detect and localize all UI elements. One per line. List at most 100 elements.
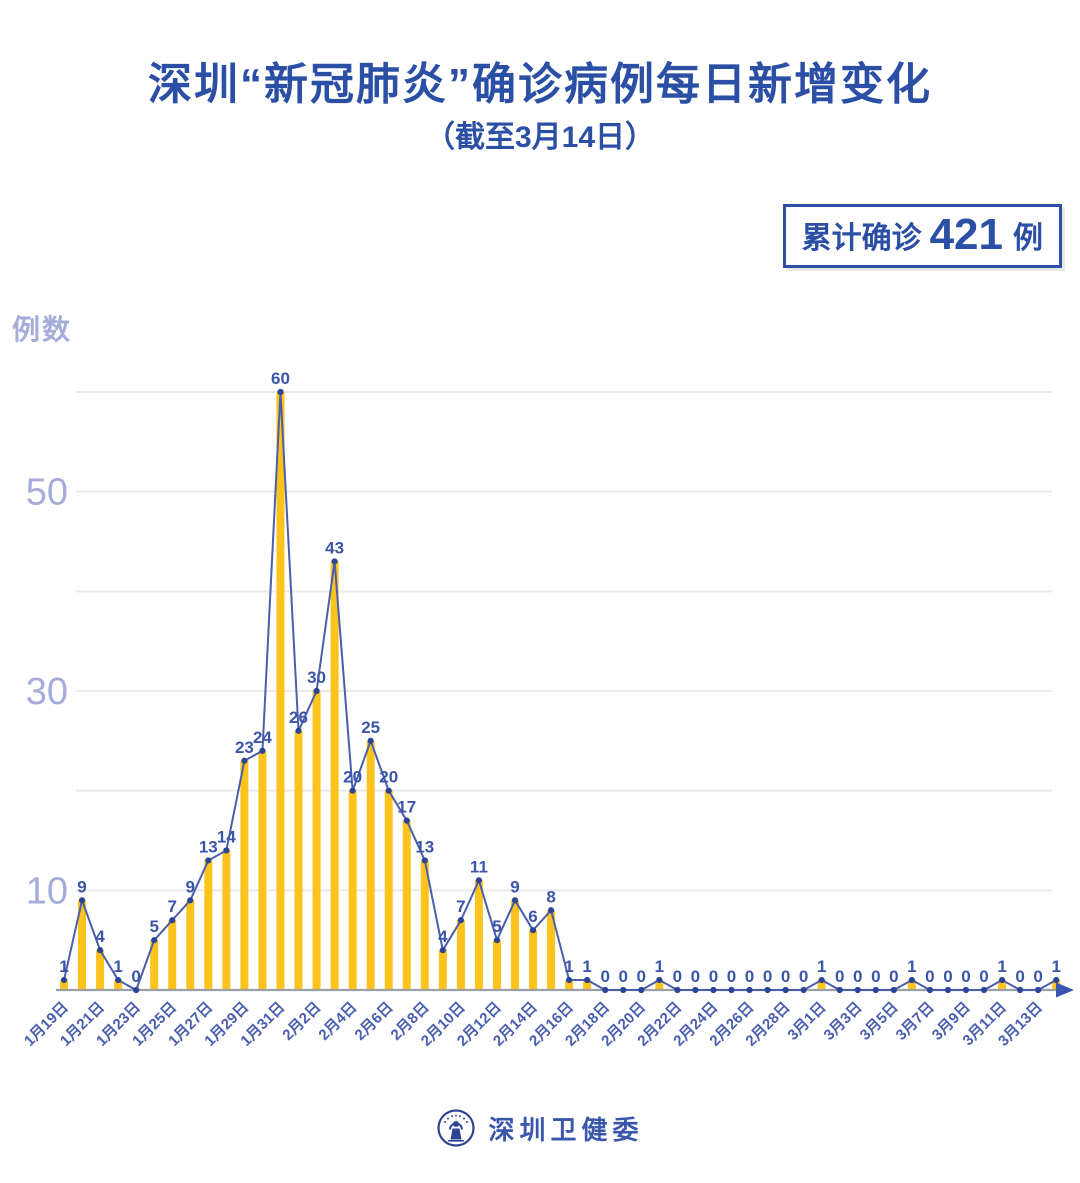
bar bbox=[907, 980, 916, 990]
data-point bbox=[78, 897, 86, 904]
value-label: 1 bbox=[655, 957, 664, 976]
bar bbox=[456, 920, 465, 990]
data-point bbox=[493, 937, 501, 944]
data-point bbox=[187, 897, 194, 904]
value-label: 9 bbox=[77, 877, 86, 896]
data-point bbox=[205, 857, 212, 864]
badge-label: 累计确诊 bbox=[801, 222, 922, 255]
data-point bbox=[529, 927, 537, 934]
value-label: 0 bbox=[799, 967, 808, 986]
data-point bbox=[800, 986, 807, 994]
value-label: 0 bbox=[1015, 967, 1024, 986]
bar bbox=[511, 900, 519, 990]
value-label: 5 bbox=[492, 917, 501, 936]
data-point bbox=[421, 857, 428, 864]
value-label: 1 bbox=[997, 957, 1006, 976]
bar bbox=[474, 880, 483, 990]
data-point bbox=[854, 986, 861, 994]
value-label: 0 bbox=[961, 967, 970, 986]
value-label: 0 bbox=[619, 967, 628, 986]
data-point bbox=[1053, 976, 1060, 984]
value-label: 0 bbox=[131, 967, 140, 986]
value-label: 5 bbox=[149, 917, 158, 936]
data-point bbox=[547, 907, 555, 914]
bar bbox=[258, 750, 267, 990]
value-label: 0 bbox=[871, 967, 880, 986]
value-label: 0 bbox=[979, 967, 988, 986]
bar bbox=[276, 392, 285, 990]
bar bbox=[492, 940, 501, 990]
data-point bbox=[475, 877, 483, 884]
data-point bbox=[169, 917, 176, 924]
data-point bbox=[241, 757, 248, 764]
bar bbox=[168, 920, 177, 990]
bar bbox=[655, 980, 664, 990]
bar bbox=[330, 561, 339, 990]
value-labels: 1941057913142324602630432025201713471159… bbox=[59, 369, 1061, 986]
y-tick-label: 50 bbox=[26, 472, 68, 514]
bar bbox=[529, 930, 538, 990]
value-label: 0 bbox=[673, 967, 682, 986]
footer-org-name: 深圳卫健委 bbox=[488, 1114, 644, 1145]
data-point bbox=[566, 976, 573, 984]
data-point bbox=[367, 737, 374, 744]
value-label: 30 bbox=[307, 668, 326, 687]
data-point bbox=[656, 976, 663, 984]
value-label: 0 bbox=[727, 967, 736, 986]
bar bbox=[78, 900, 87, 990]
data-point bbox=[584, 976, 591, 984]
value-label: 1 bbox=[113, 957, 122, 976]
data-point bbox=[836, 986, 843, 994]
value-label: 0 bbox=[709, 967, 718, 986]
x-tick-label: 3月7日 bbox=[893, 999, 938, 1044]
data-point bbox=[277, 388, 284, 396]
x-tick-label: 3月3日 bbox=[821, 999, 866, 1044]
data-point bbox=[944, 986, 952, 994]
data-point bbox=[115, 976, 122, 984]
value-label: 1 bbox=[59, 957, 68, 976]
value-label: 0 bbox=[889, 967, 898, 986]
footer: 深圳卫健委 bbox=[0, 1108, 1080, 1148]
bar bbox=[366, 740, 375, 990]
value-label: 0 bbox=[637, 967, 646, 986]
data-point bbox=[457, 917, 464, 924]
bar bbox=[60, 980, 68, 990]
bar bbox=[294, 730, 303, 990]
data-point bbox=[728, 986, 735, 994]
data-point bbox=[511, 897, 519, 904]
value-label: 1 bbox=[907, 957, 916, 976]
data-point bbox=[403, 817, 410, 824]
value-label: 1 bbox=[817, 957, 826, 976]
value-label: 7 bbox=[168, 897, 177, 916]
bar bbox=[998, 980, 1007, 990]
y-axis-unit-label: 例数 bbox=[12, 314, 73, 345]
data-point bbox=[998, 976, 1006, 984]
data-point bbox=[313, 687, 320, 695]
data-point bbox=[746, 986, 753, 994]
gridlines bbox=[76, 391, 1052, 892]
value-label: 14 bbox=[217, 827, 236, 846]
bar bbox=[565, 980, 574, 990]
bar bbox=[240, 760, 249, 990]
data-point bbox=[349, 787, 356, 794]
bar bbox=[583, 980, 592, 990]
bar bbox=[547, 910, 556, 990]
axis-arrow-icon bbox=[1056, 982, 1074, 998]
data-point bbox=[223, 847, 230, 854]
value-label: 9 bbox=[186, 877, 195, 896]
bar bbox=[438, 950, 447, 990]
bar bbox=[204, 860, 213, 990]
value-label: 24 bbox=[253, 728, 272, 747]
value-label: 20 bbox=[343, 768, 362, 787]
data-point bbox=[764, 986, 771, 994]
data-point bbox=[908, 976, 915, 984]
data-point bbox=[620, 986, 627, 994]
data-point bbox=[96, 947, 104, 954]
x-tick-label: 3月5日 bbox=[857, 999, 902, 1044]
y-axis-tick-labels: 10 30 50 bbox=[26, 472, 68, 913]
x-axis-tick-labels: 1月19日1月21日1月23日1月25日1月27日1月29日1月31日2月2日2… bbox=[21, 999, 1046, 1050]
data-point bbox=[385, 787, 392, 794]
value-label: 6 bbox=[528, 907, 537, 926]
